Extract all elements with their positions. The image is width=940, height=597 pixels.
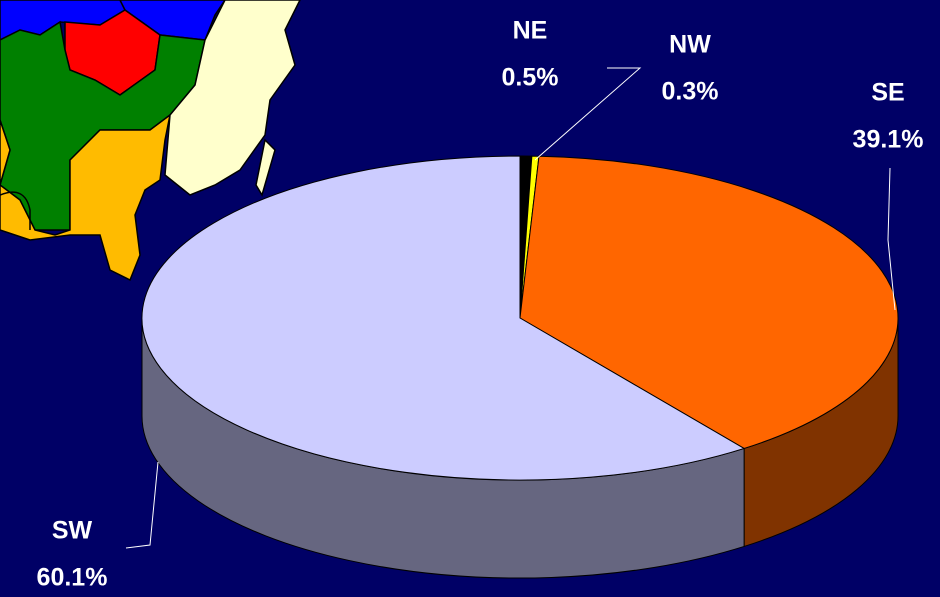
- leader-line: [887, 167, 896, 311]
- category-label: SE: [871, 79, 904, 107]
- value-label: 39.1%: [853, 126, 924, 154]
- labels: NE 0.5% NW 0.3% SE 39.1% SW 60.1%: [37, 17, 924, 592]
- map-border: [0, 191, 31, 230]
- pie-slice: [141, 155, 746, 481]
- map-region: [255, 138, 276, 197]
- pie-slice: [519, 155, 899, 450]
- value-label: 0.3%: [662, 78, 719, 106]
- map-region: [164, 0, 301, 196]
- value-label: 0.5%: [502, 64, 559, 92]
- value-label: 60.1%: [37, 564, 108, 592]
- region-map: [0, 0, 301, 282]
- leader-line: [125, 461, 159, 549]
- category-label: NE: [513, 17, 548, 45]
- pie: [141, 155, 899, 579]
- leader-line: [534, 67, 642, 161]
- category-label: NW: [669, 31, 711, 59]
- category-label: SW: [52, 517, 93, 545]
